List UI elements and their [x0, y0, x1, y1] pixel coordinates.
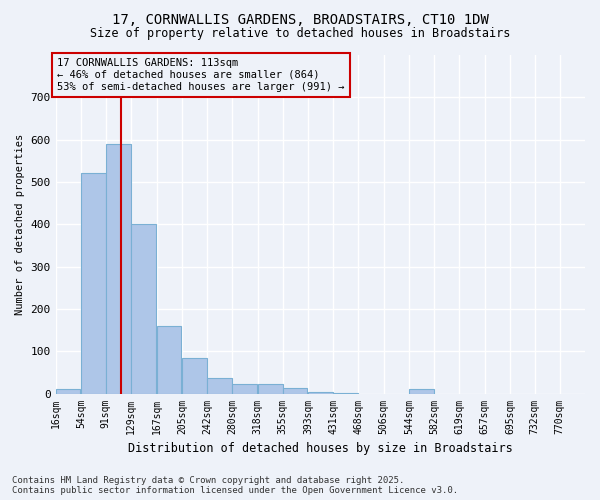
- Text: 17, CORNWALLIS GARDENS, BROADSTAIRS, CT10 1DW: 17, CORNWALLIS GARDENS, BROADSTAIRS, CT1…: [112, 12, 488, 26]
- X-axis label: Distribution of detached houses by size in Broadstairs: Distribution of detached houses by size …: [128, 442, 513, 455]
- Bar: [308, 392, 333, 394]
- Bar: [409, 390, 434, 394]
- Bar: [157, 326, 181, 394]
- Bar: [81, 174, 106, 394]
- Bar: [207, 378, 232, 394]
- Y-axis label: Number of detached properties: Number of detached properties: [15, 134, 25, 315]
- Bar: [258, 384, 283, 394]
- Bar: [182, 358, 207, 394]
- Bar: [283, 388, 307, 394]
- Bar: [232, 384, 257, 394]
- Text: Contains HM Land Registry data © Crown copyright and database right 2025.
Contai: Contains HM Land Registry data © Crown c…: [12, 476, 458, 495]
- Bar: [56, 390, 80, 394]
- Text: 17 CORNWALLIS GARDENS: 113sqm
← 46% of detached houses are smaller (864)
53% of : 17 CORNWALLIS GARDENS: 113sqm ← 46% of d…: [57, 58, 344, 92]
- Bar: [106, 144, 131, 394]
- Text: Size of property relative to detached houses in Broadstairs: Size of property relative to detached ho…: [90, 28, 510, 40]
- Bar: [131, 224, 156, 394]
